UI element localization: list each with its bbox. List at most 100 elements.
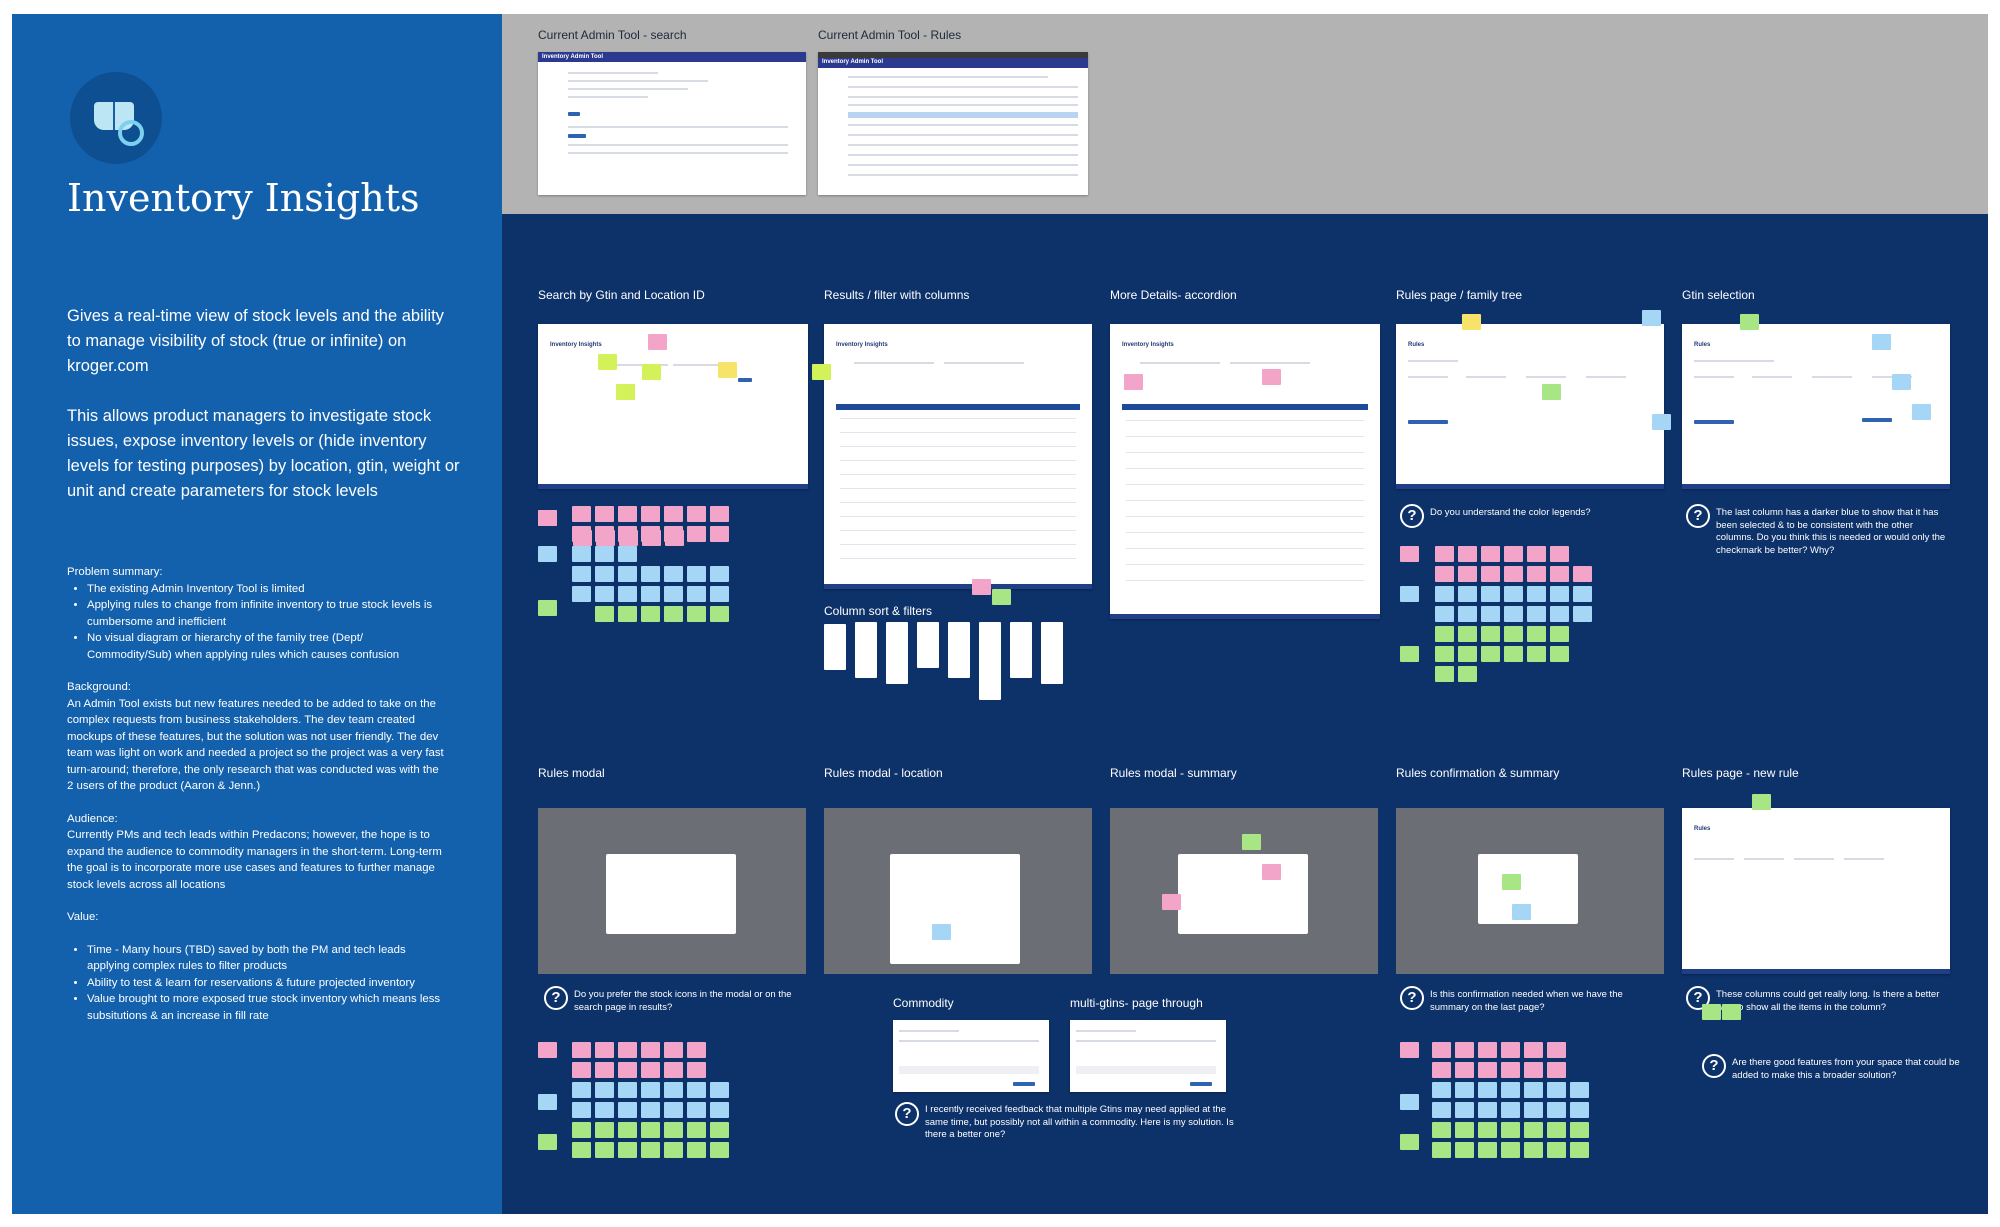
question-text: Are there good features from your space … bbox=[1732, 1057, 1960, 1081]
list-item: Ability to test & learn for reservations… bbox=[87, 975, 447, 992]
sticky-note bbox=[664, 1102, 683, 1118]
sticky-note bbox=[595, 566, 614, 582]
sticky-note bbox=[595, 506, 614, 522]
sticky-note bbox=[598, 354, 617, 370]
sticky-note bbox=[1501, 1102, 1520, 1118]
rules-confirmation-screen[interactable] bbox=[1396, 808, 1664, 974]
sticky-note bbox=[595, 526, 614, 542]
current-search-label: Current Admin Tool - search bbox=[538, 28, 687, 42]
problem-list: The existing Admin Inventory Tool is lim… bbox=[67, 581, 447, 664]
rules-modal-location-screen[interactable] bbox=[824, 808, 1092, 974]
details-screen[interactable]: Inventory Insights bbox=[1110, 324, 1380, 619]
current-tools-section: Current Admin Tool - search Current Admi… bbox=[502, 14, 1988, 214]
sticky-note bbox=[1504, 586, 1523, 602]
question-circle-icon: ? bbox=[1686, 504, 1710, 528]
sticky-note bbox=[1501, 1042, 1520, 1058]
sticky-note bbox=[641, 506, 660, 522]
sticky-note bbox=[1432, 1042, 1451, 1058]
audience-text: Currently PMs and tech leads within Pred… bbox=[67, 829, 442, 891]
sticky-note bbox=[1432, 1102, 1451, 1118]
sticky-note bbox=[1400, 646, 1419, 662]
filter-popover bbox=[917, 622, 939, 668]
sticky-note bbox=[1527, 646, 1546, 662]
project-sidebar: Inventory Insights Gives a real-time vie… bbox=[12, 14, 502, 1214]
sticky-note bbox=[641, 1082, 660, 1098]
background-text: An Admin Tool exists but new features ne… bbox=[67, 697, 444, 793]
sticky-note bbox=[664, 586, 683, 602]
sticky-note bbox=[1501, 1082, 1520, 1098]
sticky-note bbox=[1242, 834, 1261, 850]
screen-title: Inventory Insights bbox=[550, 342, 602, 348]
book-magnifier-icon bbox=[70, 72, 162, 164]
sticky-note bbox=[1524, 1042, 1543, 1058]
sticky-note bbox=[1524, 1142, 1543, 1158]
sticky-note bbox=[1458, 606, 1477, 622]
new-rule-screen[interactable]: Rules bbox=[1682, 808, 1950, 974]
sticky-note bbox=[1124, 374, 1143, 390]
sticky-note bbox=[572, 586, 591, 602]
question-circle-icon: ? bbox=[544, 986, 568, 1010]
commodity-modal-screen[interactable] bbox=[893, 1020, 1049, 1092]
sticky-note bbox=[1573, 586, 1592, 602]
sticky-note bbox=[641, 526, 660, 542]
sticky-note bbox=[1435, 566, 1454, 582]
sticky-note bbox=[1455, 1122, 1474, 1138]
sticky-note bbox=[710, 586, 729, 602]
sticky-note bbox=[641, 586, 660, 602]
sticky-note bbox=[1547, 1122, 1566, 1138]
question-circle-icon: ? bbox=[1702, 1054, 1726, 1078]
current-rules-screenshot[interactable]: Inventory Admin Tool bbox=[818, 52, 1088, 195]
sticky-note bbox=[932, 924, 951, 940]
sticky-note bbox=[1478, 1082, 1497, 1098]
current-search-screenshot[interactable]: Inventory Admin Tool bbox=[538, 52, 806, 195]
sticky-note bbox=[1455, 1142, 1474, 1158]
sticky-note bbox=[1435, 666, 1454, 682]
rules-modal-screen[interactable] bbox=[538, 808, 806, 974]
sticky-note bbox=[1478, 1102, 1497, 1118]
filter-popover bbox=[979, 622, 1001, 700]
rules-modal-summary-screen[interactable] bbox=[1110, 808, 1378, 974]
sticky-note bbox=[538, 1094, 557, 1110]
value-heading: Value: bbox=[67, 911, 99, 923]
sticky-note bbox=[1400, 1042, 1419, 1058]
list-item: The existing Admin Inventory Tool is lim… bbox=[87, 581, 447, 598]
sticky-note bbox=[1400, 586, 1419, 602]
sticky-note bbox=[1550, 566, 1569, 582]
sticky-note bbox=[572, 1102, 591, 1118]
sticky-note bbox=[1502, 874, 1521, 890]
sticky-note bbox=[664, 1042, 683, 1058]
sticky-note bbox=[1570, 1082, 1589, 1098]
list-item: Applying rules to change from infinite i… bbox=[87, 597, 447, 630]
sticky-note bbox=[664, 1122, 683, 1138]
sticky-note bbox=[1458, 546, 1477, 562]
question-circle-icon: ? bbox=[1686, 986, 1710, 1010]
question-text: These columns could get really long. Is … bbox=[1716, 989, 1940, 1013]
sticky-note bbox=[1752, 794, 1771, 810]
question-circle-icon: ? bbox=[1400, 504, 1424, 528]
multi-gtins-modal-screen[interactable] bbox=[1070, 1020, 1226, 1092]
sticky-note bbox=[572, 1042, 591, 1058]
sticky-note bbox=[618, 1142, 637, 1158]
sticky-note bbox=[1432, 1142, 1451, 1158]
sticky-note bbox=[595, 1142, 614, 1158]
sticky-note bbox=[710, 1102, 729, 1118]
sticky-note bbox=[1722, 1004, 1741, 1020]
gtin-selection-screen[interactable]: Rules bbox=[1682, 324, 1950, 489]
sticky-note bbox=[618, 506, 637, 522]
sticky-note bbox=[1912, 404, 1931, 420]
sticky-note bbox=[595, 1102, 614, 1118]
sticky-note bbox=[616, 384, 635, 400]
sticky-note bbox=[538, 600, 557, 616]
sticky-note bbox=[1501, 1062, 1520, 1078]
sticky-note bbox=[1527, 586, 1546, 602]
sticky-note bbox=[1481, 546, 1500, 562]
search-screen[interactable]: Inventory Insights bbox=[538, 324, 808, 489]
sticky-note bbox=[538, 546, 557, 562]
sticky-note bbox=[1481, 646, 1500, 662]
research-board: Search by Gtin and Location ID Results /… bbox=[502, 214, 1988, 1214]
sticky-note bbox=[1524, 1082, 1543, 1098]
rules-tree-screen[interactable]: Rules bbox=[1396, 324, 1664, 489]
results-screen[interactable]: Inventory Insights bbox=[824, 324, 1092, 589]
sticky-note bbox=[1400, 1094, 1419, 1110]
sticky-note bbox=[1570, 1102, 1589, 1118]
